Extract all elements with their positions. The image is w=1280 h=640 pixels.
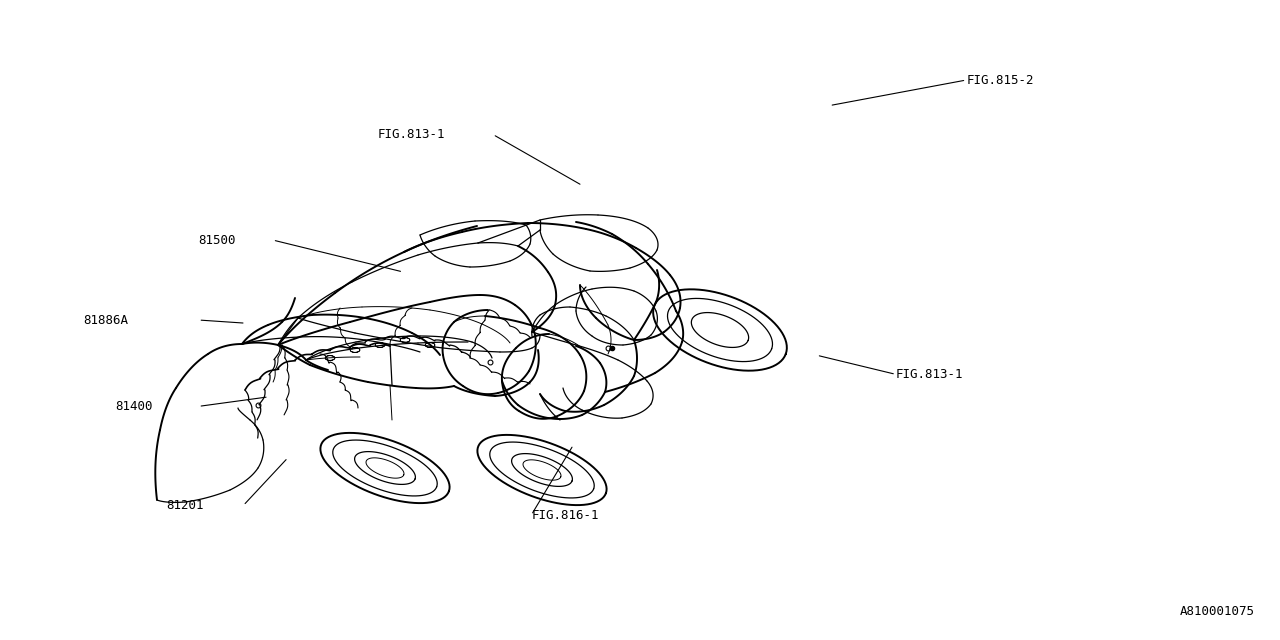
Text: FIG.815-2: FIG.815-2 <box>966 74 1034 86</box>
Text: FIG.813-1: FIG.813-1 <box>378 128 445 141</box>
Text: A810001075: A810001075 <box>1180 605 1254 618</box>
Text: FIG.816-1: FIG.816-1 <box>531 509 599 522</box>
Text: 81201: 81201 <box>166 499 204 512</box>
Text: 81400: 81400 <box>115 400 152 413</box>
Text: FIG.813-1: FIG.813-1 <box>896 368 964 381</box>
Text: 81886A: 81886A <box>83 314 128 326</box>
Text: 81500: 81500 <box>198 234 236 246</box>
